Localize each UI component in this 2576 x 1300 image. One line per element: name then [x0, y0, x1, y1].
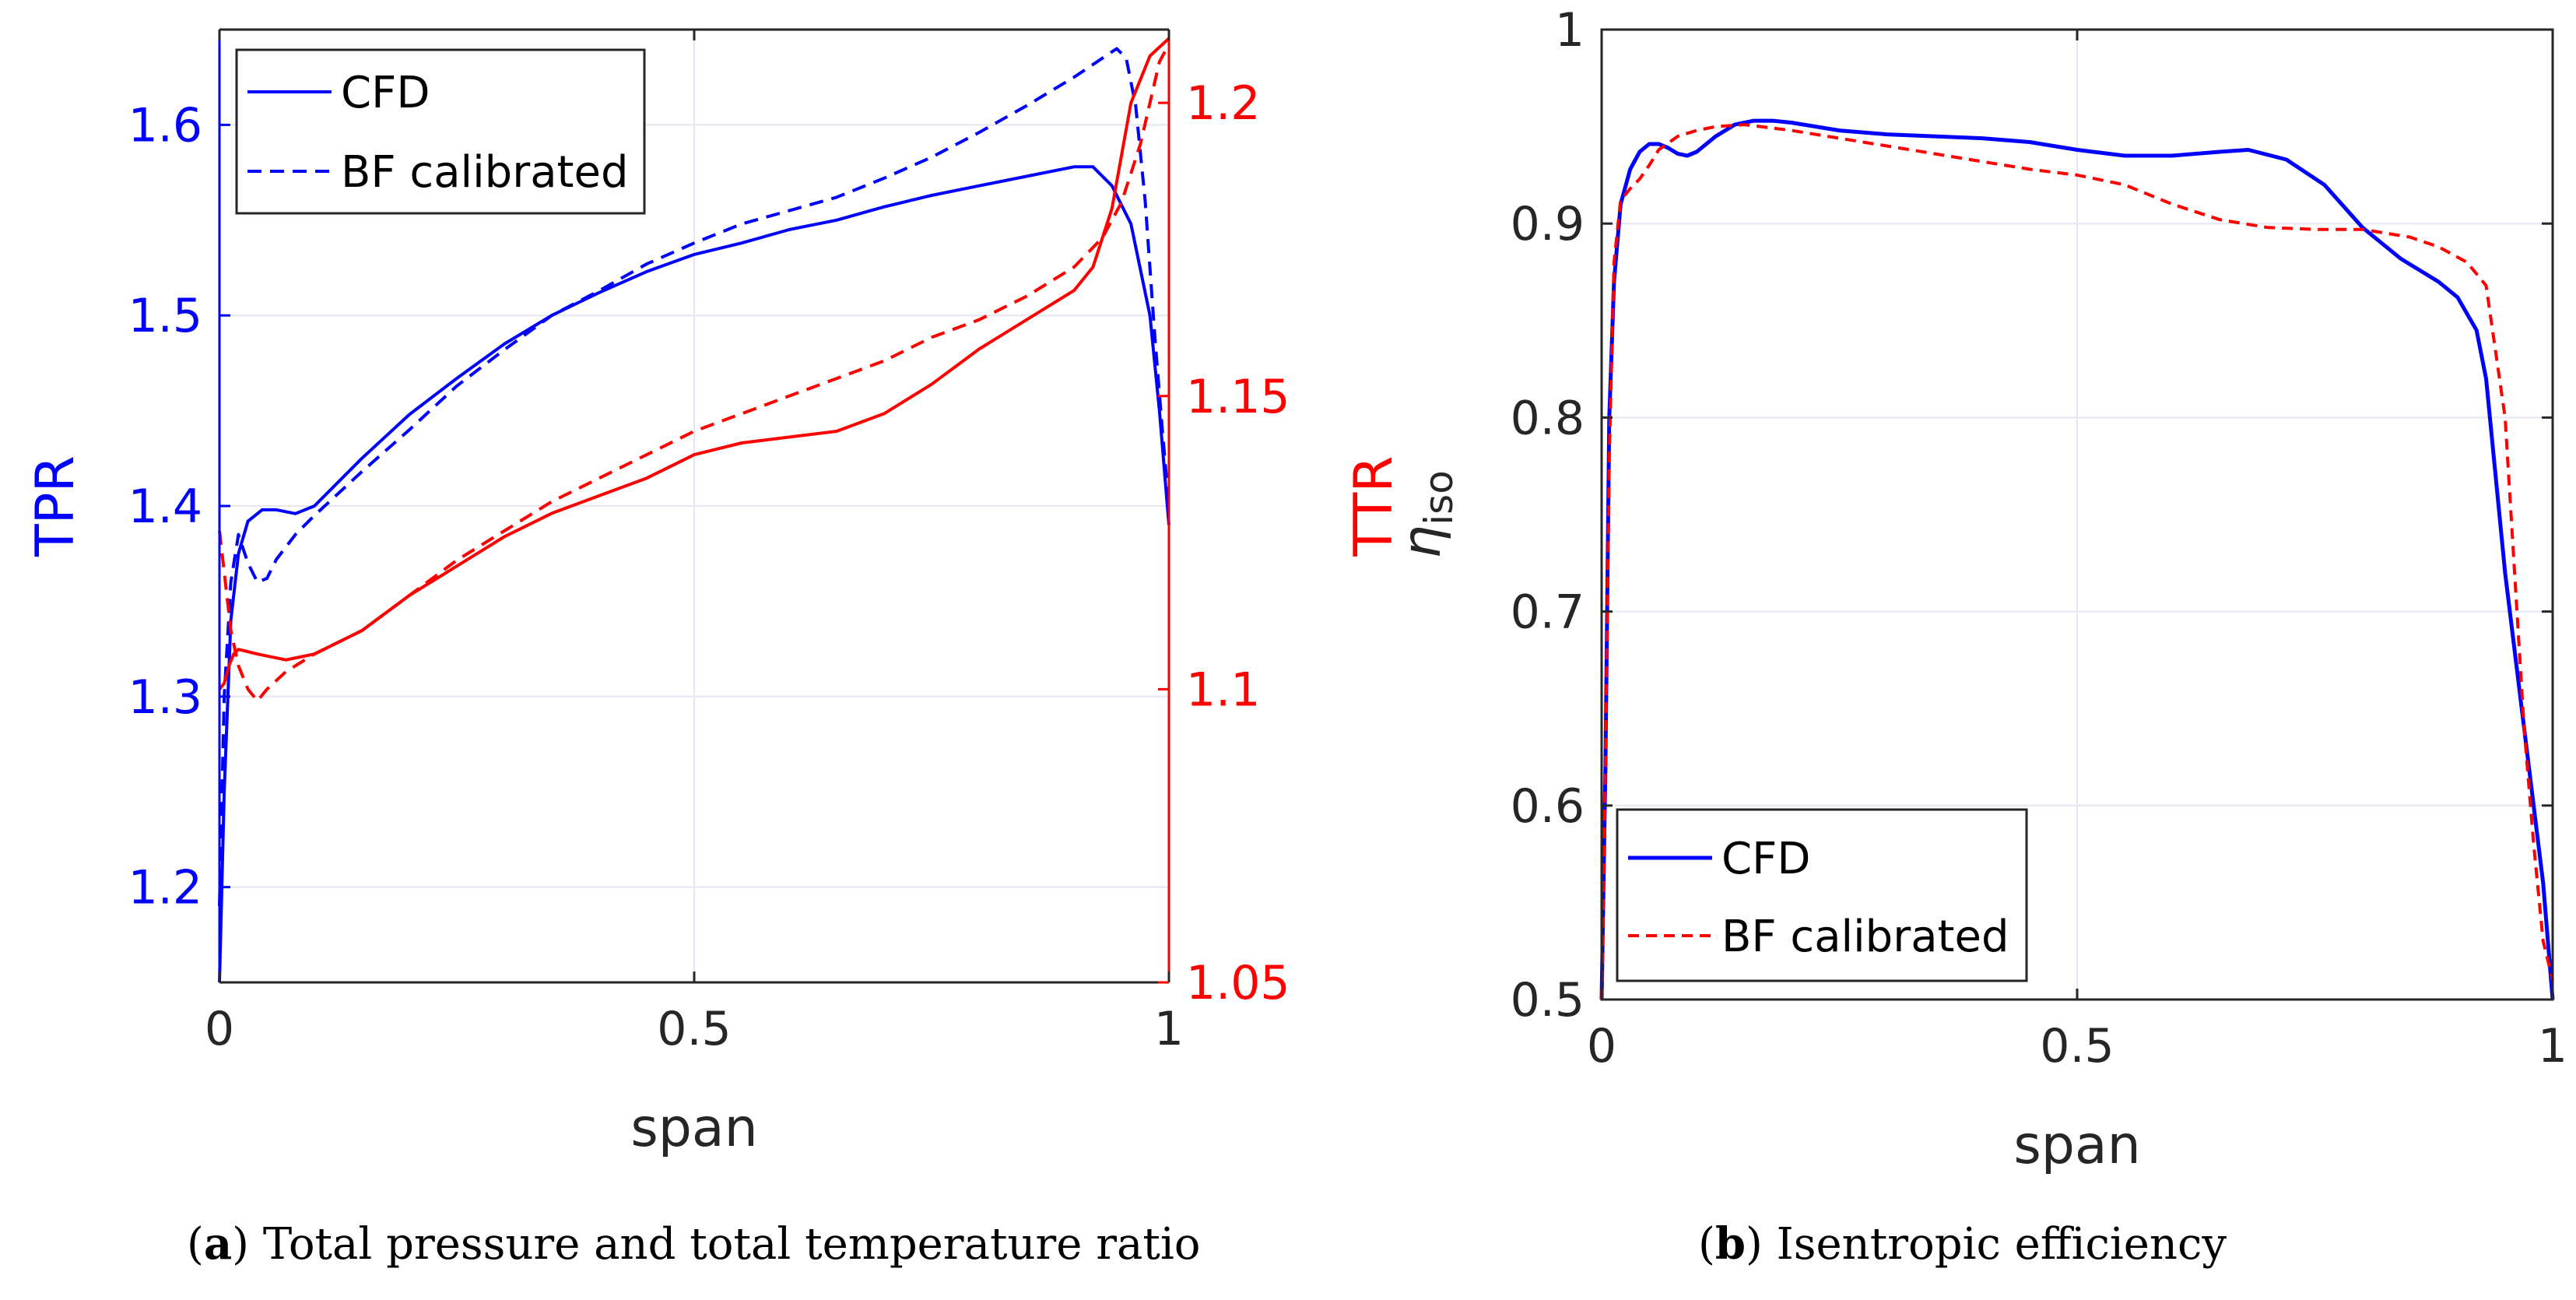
y-tick-label: 1 [1555, 3, 1585, 58]
x-axis-label: span [2013, 1115, 2140, 1176]
x-tick-label: 0 [205, 1002, 234, 1056]
caption-a: (a) Total pressure and total temperature… [187, 1218, 1201, 1270]
y-tick-label: 0.7 [1511, 585, 1585, 640]
y-left-tick-label: 1.4 [128, 480, 202, 534]
y-right-tick-label: 1.2 [1186, 76, 1260, 131]
legend-label-bf: BF calibrated [1721, 912, 2009, 962]
series-line-ttr-bf [218, 43, 1170, 703]
caption-b: (b) Isentropic efficiency [1698, 1218, 2227, 1270]
x-tick-label: 1 [1154, 1002, 1184, 1056]
series-line-tpr-bf [218, 47, 1170, 907]
y-tick-label: 0.8 [1511, 391, 1585, 445]
legend-label-cfd: CFD [1721, 834, 1810, 884]
series-line-eta-cfd [1599, 118, 2555, 1000]
caption-b-text: Isentropic efficiency [1776, 1219, 2227, 1270]
caption-a-tag: a [203, 1218, 233, 1270]
y-right-tick-label: 1.15 [1186, 370, 1290, 424]
y-left-tick-label: 1.2 [128, 861, 202, 915]
x-tick-label: 0.5 [657, 1002, 731, 1056]
y-right-tick-label: 1.1 [1186, 662, 1260, 717]
series-line-eta-bf [1600, 123, 2554, 1000]
y-tick-label: 0.9 [1511, 197, 1585, 251]
x-tick-label: 0.5 [2040, 1019, 2114, 1073]
caption-a-text: Total pressure and total temperature rat… [262, 1219, 1201, 1270]
y-left-tick-label: 1.3 [128, 670, 202, 725]
x-tick-label: 1 [2538, 1019, 2567, 1073]
legend-box [1616, 808, 2028, 982]
y-left-tick-label: 1.6 [128, 98, 202, 153]
y-axis-label-right: TTR [1343, 455, 1405, 557]
y-axis-label-left: TPR [25, 455, 86, 557]
y-axis-label-symbol: η [1392, 525, 1453, 559]
series-line-ttr-cfd [218, 37, 1170, 690]
y-right-tick-label: 1.05 [1186, 956, 1290, 1010]
legend-label-bf: BF calibrated [341, 147, 629, 198]
x-tick-label: 0 [1587, 1019, 1616, 1073]
y-left-tick-label: 1.5 [128, 289, 202, 343]
caption-b-tag: b [1714, 1218, 1746, 1270]
series-line-tpr-cfd [218, 165, 1170, 983]
chart-a: 0 0.5 1 1.2 1.3 1.4 1.5 1.6 1.05 1.1 1.15 1.2 span TP… [25, 28, 1405, 1159]
legend-label-cfd: CFD [341, 68, 430, 118]
x-axis-label: span [630, 1098, 757, 1159]
y-tick-label: 0.6 [1511, 779, 1585, 834]
y-axis-label-subscript: iso [1416, 470, 1462, 525]
y-axis-label: ηiso [1392, 470, 1462, 559]
y-tick-label: 0.5 [1511, 973, 1585, 1028]
legend-box [235, 48, 646, 215]
